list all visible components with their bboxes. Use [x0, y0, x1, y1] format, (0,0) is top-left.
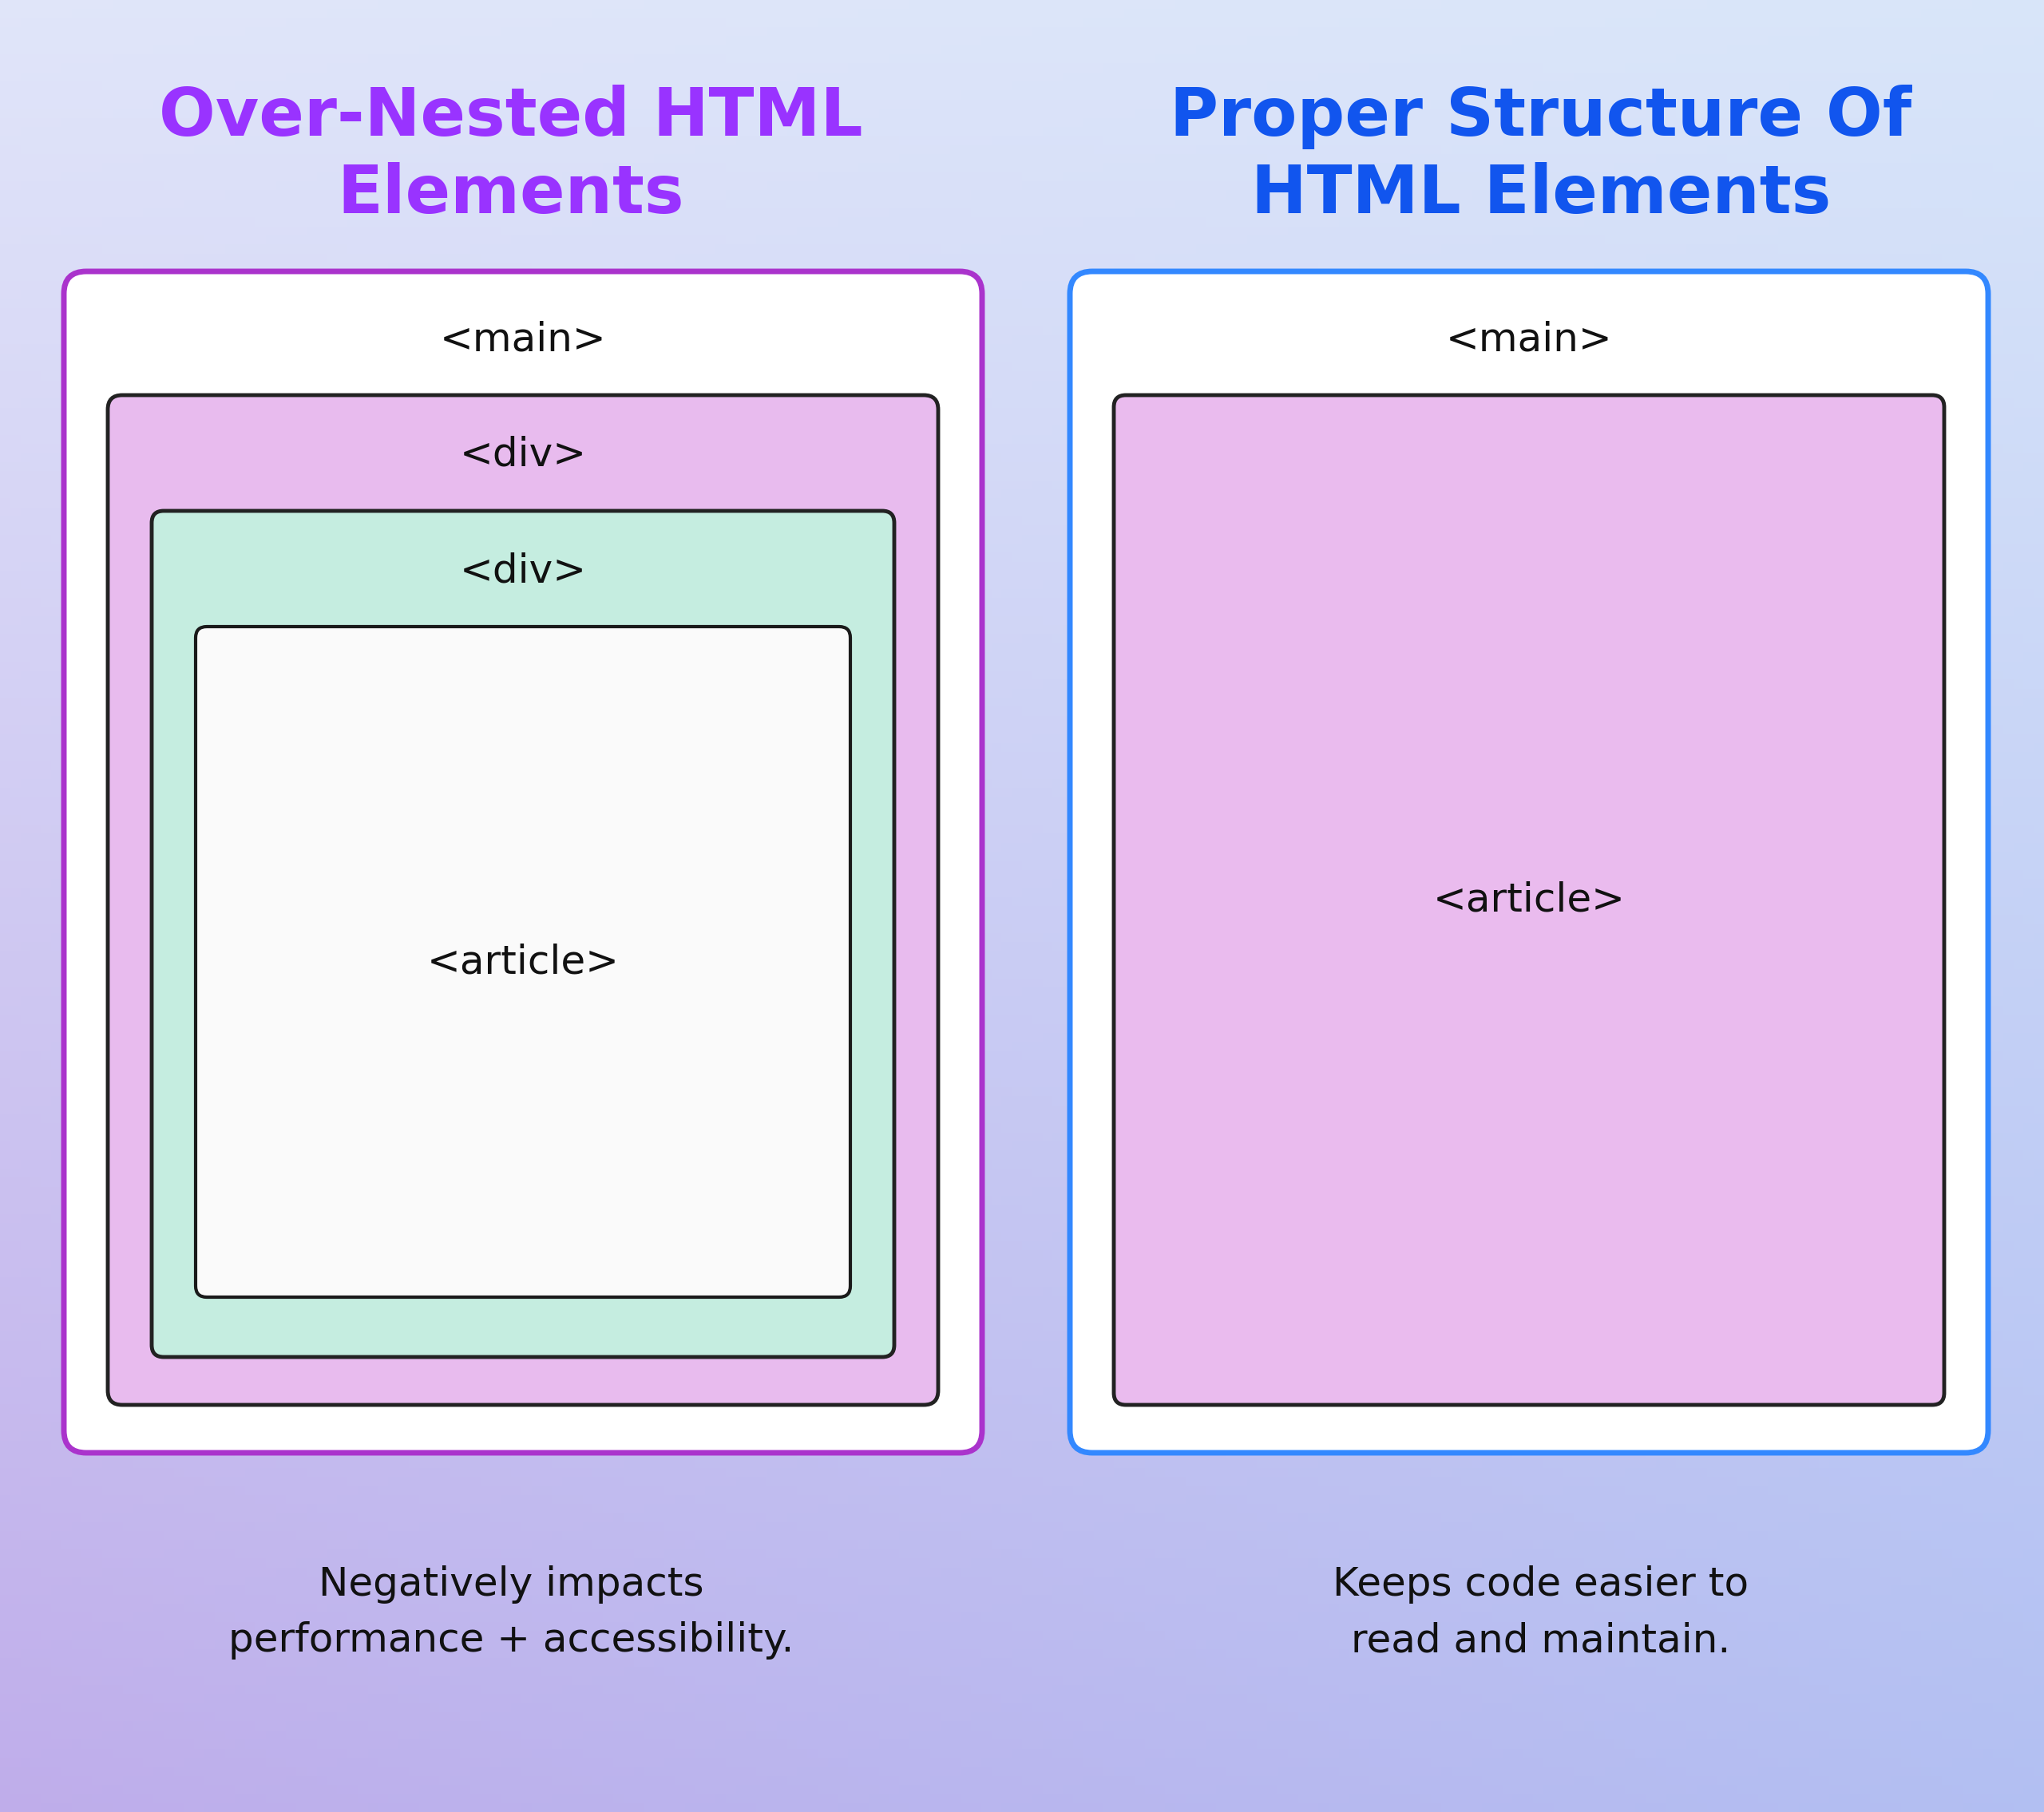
Text: <article>: <article> — [427, 942, 619, 980]
Text: Proper Structure Of
HTML Elements: Proper Structure Of HTML Elements — [1169, 85, 1911, 226]
Text: Negatively impacts
performance + accessibility.: Negatively impacts performance + accessi… — [229, 1566, 793, 1660]
Text: <div>: <div> — [460, 437, 587, 475]
FancyBboxPatch shape — [151, 511, 895, 1357]
Text: <main>: <main> — [439, 321, 607, 359]
FancyBboxPatch shape — [196, 627, 850, 1297]
Text: Over-Nested HTML
Elements: Over-Nested HTML Elements — [159, 85, 863, 226]
FancyBboxPatch shape — [1069, 272, 1989, 1453]
Text: <main>: <main> — [1445, 321, 1613, 359]
FancyBboxPatch shape — [108, 395, 938, 1404]
Text: <article>: <article> — [1433, 881, 1625, 919]
Text: <div>: <div> — [460, 551, 587, 591]
FancyBboxPatch shape — [1114, 395, 1944, 1404]
Text: Keeps code easier to
read and maintain.: Keeps code easier to read and maintain. — [1333, 1566, 1750, 1660]
FancyBboxPatch shape — [63, 272, 981, 1453]
